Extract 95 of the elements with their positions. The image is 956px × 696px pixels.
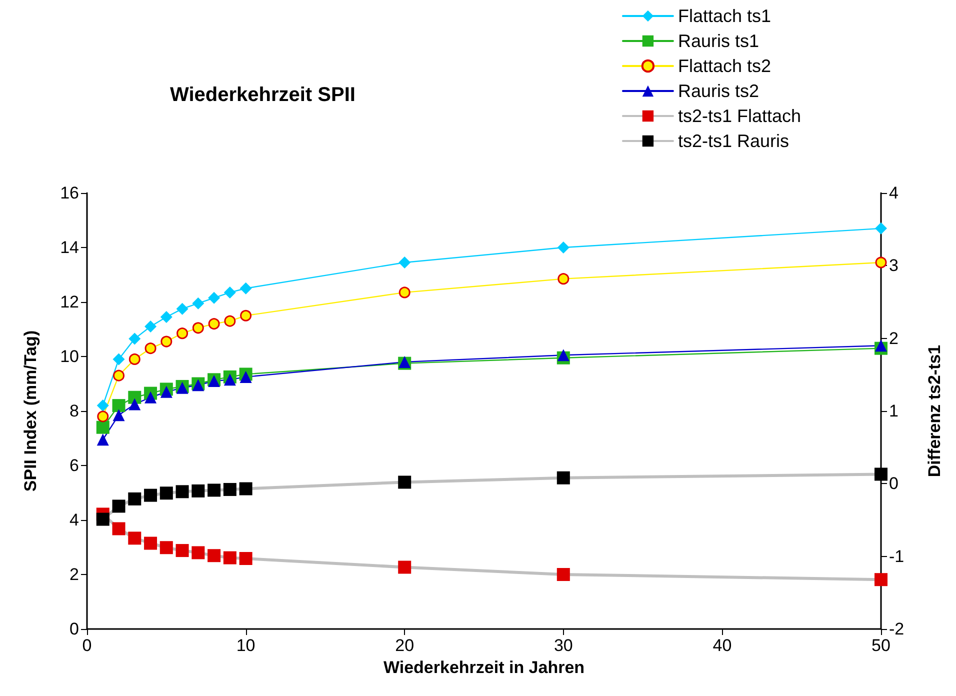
point (96, 512, 110, 526)
y2-tick-label: -1 (889, 546, 904, 566)
point (240, 370, 252, 383)
y-tick-label: 8 (70, 402, 79, 420)
point (239, 482, 252, 496)
point (128, 332, 141, 345)
point (240, 310, 252, 322)
y-tick-label: 6 (70, 456, 79, 475)
legend-label: Rauris ts1 (678, 31, 759, 51)
y2-tick-label: 1 (889, 402, 898, 420)
y2-tick-label: 0 (889, 474, 898, 494)
point (144, 536, 158, 550)
point (556, 568, 570, 581)
x-tick-label: 40 (712, 636, 732, 655)
point (208, 318, 220, 330)
x-tick-label: 20 (395, 636, 414, 655)
x-tick-label: 50 (872, 636, 890, 655)
point (144, 342, 156, 354)
legend-label: Flattach ts2 (678, 56, 771, 76)
point (875, 256, 887, 268)
point (112, 409, 125, 422)
y2-tick-label: 2 (889, 328, 898, 348)
legend-label: Rauris ts2 (678, 81, 759, 101)
y2-tick-label: -2 (889, 620, 904, 638)
y-axis-title: SPII Index (mm/Tag) (21, 330, 40, 492)
point (208, 292, 220, 304)
point (398, 476, 412, 489)
point (96, 420, 110, 434)
point (224, 374, 236, 386)
y-tick-label: 12 (60, 292, 79, 312)
y-tick-label: 0 (70, 620, 79, 638)
x-axis-title: Wiederkehrzeit in Jahren (383, 658, 585, 677)
point (176, 544, 189, 558)
point (557, 242, 570, 254)
y2-tick-label: 3 (889, 256, 898, 276)
point (112, 353, 125, 366)
point (160, 336, 172, 348)
point (112, 500, 126, 513)
point (192, 297, 204, 310)
point (176, 302, 188, 315)
legend-label: ts2-ts1 Rauris (678, 131, 789, 151)
point (192, 546, 205, 560)
y-tick-label: 4 (70, 510, 79, 530)
point (224, 315, 236, 327)
point (224, 286, 236, 298)
point (875, 222, 887, 234)
point (160, 386, 172, 398)
point (112, 399, 126, 412)
point (160, 541, 173, 554)
x-tick-label: 0 (82, 636, 92, 655)
point (558, 273, 570, 285)
point (96, 400, 109, 412)
point (239, 552, 252, 566)
point (874, 468, 888, 481)
point (160, 486, 173, 500)
point (398, 286, 410, 298)
point (556, 471, 570, 484)
point (144, 320, 157, 333)
y2-axis-title: Differenz ts2-ts1 (925, 344, 944, 478)
y-tick-label: 14 (60, 238, 79, 257)
point (192, 322, 204, 334)
point (112, 522, 126, 536)
point (874, 573, 888, 586)
point (128, 532, 142, 545)
point (176, 485, 189, 498)
x-tick-label: 10 (236, 636, 256, 655)
y-tick-label: 16 (60, 184, 79, 202)
point (128, 492, 142, 506)
y-tick-label: 10 (60, 347, 79, 366)
point (398, 560, 412, 574)
point (176, 328, 188, 340)
legend-label: ts2-ts1 Flattach (678, 106, 801, 126)
y-tick-label: 2 (70, 565, 79, 584)
point (557, 349, 570, 362)
point (192, 484, 205, 498)
point (240, 282, 252, 294)
point (144, 391, 157, 404)
x-tick-label: 30 (554, 636, 573, 655)
point (113, 370, 125, 382)
point (398, 256, 411, 268)
point (128, 353, 140, 365)
legend-label: Flattach ts1 (678, 6, 771, 26)
chart-title: Wiederkehrzeit SPII (170, 84, 356, 106)
point (223, 482, 236, 496)
point (128, 390, 142, 404)
point (875, 340, 887, 352)
point (144, 488, 158, 502)
y2-tick-label: 4 (889, 184, 898, 202)
point (208, 484, 221, 497)
point (97, 410, 109, 422)
point (96, 434, 109, 446)
point (208, 549, 221, 562)
point (160, 310, 172, 323)
point (223, 551, 236, 564)
point (128, 398, 141, 410)
